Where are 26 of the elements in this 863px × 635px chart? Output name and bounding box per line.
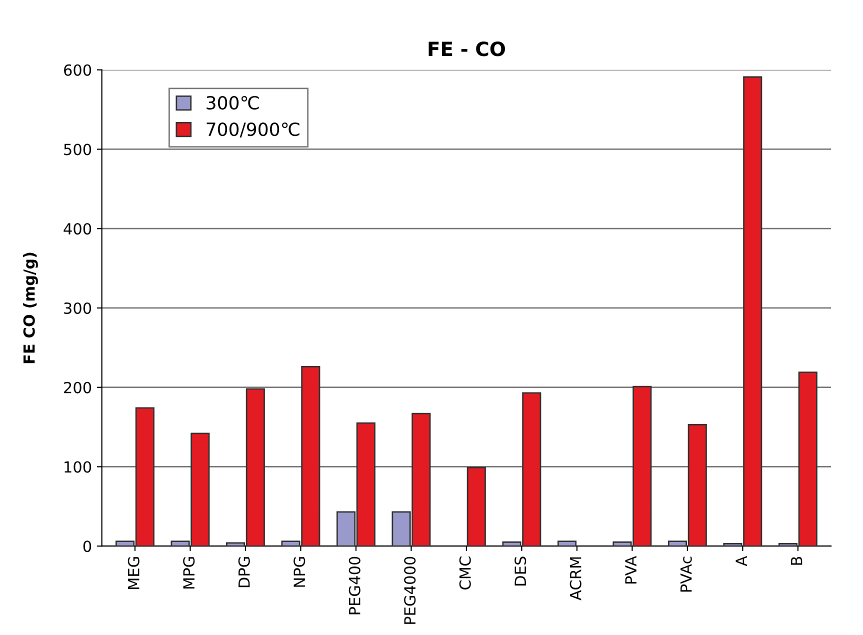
x-tick-label: MEG: [128, 557, 140, 589]
bar: [557, 540, 577, 546]
chart-title: FE - CO: [428, 42, 505, 56]
y-tick-label: 200: [64, 382, 92, 394]
x-tick-label: PVA: [625, 556, 636, 584]
bar: [466, 466, 486, 546]
legend-label: 700/900℃: [206, 122, 300, 138]
x-tick-label: NPG: [294, 557, 306, 587]
x-tick-label: DES: [514, 556, 526, 586]
y-tick-label: 400: [64, 223, 92, 235]
x-tick-label: B: [791, 556, 802, 565]
y-axis-title: FE CO (mg/g): [23, 252, 38, 364]
y-tick-label: 0: [83, 540, 92, 552]
legend-label: 300℃: [206, 96, 259, 110]
x-tick-label: A: [736, 556, 747, 566]
x-tick-label: ACRM: [570, 557, 582, 600]
x-tick-label: PVAc: [680, 556, 692, 592]
x-tick-label: PEG400: [348, 556, 360, 614]
x-tick-label: CMC: [459, 556, 471, 590]
x-tick-label: MPG: [183, 557, 195, 589]
y-tick-label: 600: [64, 64, 92, 76]
y-tick-label: 500: [64, 144, 92, 156]
x-tick-label: DPG: [238, 557, 250, 588]
y-tick-label: 100: [64, 461, 92, 473]
y-tick-label: 300: [64, 302, 92, 314]
x-tick-label: PEG4000: [404, 556, 416, 624]
